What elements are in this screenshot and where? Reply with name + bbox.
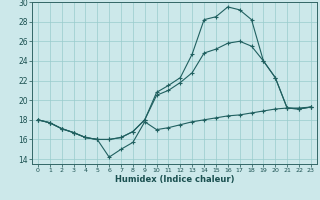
X-axis label: Humidex (Indice chaleur): Humidex (Indice chaleur): [115, 175, 234, 184]
